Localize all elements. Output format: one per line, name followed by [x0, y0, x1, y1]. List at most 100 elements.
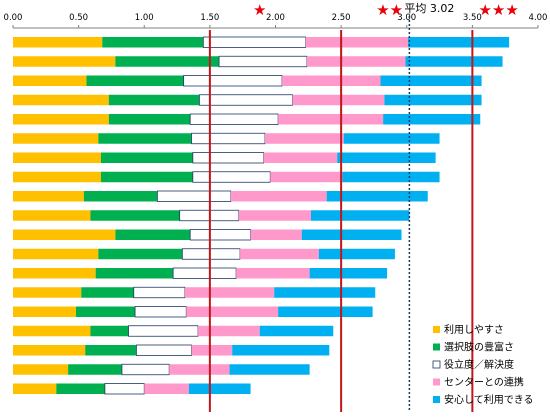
bar-segment — [342, 171, 440, 183]
bar-segment — [307, 56, 406, 67]
bar-segment — [384, 94, 482, 106]
legend-swatch — [433, 378, 440, 386]
bar-segment — [238, 210, 311, 221]
bar-segment — [405, 56, 503, 67]
bar-segment — [240, 248, 319, 260]
bar-segment — [274, 287, 376, 298]
bar-segment — [172, 267, 237, 279]
bar-segment — [326, 191, 428, 202]
x-axis-ticks: 0.00 0.50 1.00 1.50 2.00 2.50 3.00 3.50 4.00 — [4, 13, 547, 28]
bar-segment — [135, 344, 192, 356]
bar-segment — [133, 286, 186, 299]
bar-segment — [337, 152, 436, 163]
bar-segment — [13, 56, 116, 67]
bar-segment — [13, 383, 57, 394]
bar-segment — [86, 75, 184, 86]
bar-segment — [305, 37, 409, 48]
bar-segment — [13, 364, 69, 375]
bar-segment — [202, 36, 307, 48]
bar-segment — [13, 248, 99, 260]
bar-segment — [408, 37, 510, 48]
legend-label: 安心して利用できる — [444, 393, 534, 406]
bar-segment — [189, 113, 279, 125]
bar-segment — [192, 152, 265, 164]
bar-segment — [270, 171, 343, 183]
x-tick-label: 1.50 — [200, 13, 219, 23]
bar-segment — [83, 191, 158, 202]
bar-segment — [13, 229, 116, 240]
bar-segment — [13, 191, 84, 202]
legend-swatch — [433, 326, 440, 333]
bar-segment — [188, 383, 251, 394]
bar-segment — [380, 75, 482, 86]
bar-segment — [309, 268, 388, 279]
bar-segment — [56, 383, 105, 394]
bar-segment — [301, 229, 402, 240]
legend-label: 利用しやすさ — [444, 324, 504, 336]
bar-segment — [232, 345, 330, 356]
bar-segment — [76, 306, 136, 317]
x-tick-label: 0.00 — [4, 13, 23, 23]
bar-segment — [121, 363, 170, 376]
bar-segment — [13, 75, 87, 86]
bar-segment — [183, 75, 283, 87]
bar-segment — [156, 190, 232, 202]
star-rating-label: ★★ — [376, 1, 403, 19]
bar-segment — [184, 287, 275, 298]
star-ratings: ★ ★★ ★★★ — [253, 1, 519, 19]
star-rating-label: ★★★ — [478, 1, 518, 19]
bar-segment — [263, 152, 338, 163]
bar-segment — [236, 268, 310, 279]
x-tick-label: 3.00 — [397, 13, 416, 23]
bar-segment — [90, 325, 129, 337]
bar-segment — [13, 152, 101, 163]
bar-segment — [318, 248, 395, 260]
x-tick-label: 1.00 — [135, 13, 154, 23]
bar-segment — [229, 364, 310, 375]
bar-segment — [230, 191, 327, 202]
bar-segment — [13, 268, 96, 279]
legend-label: センターとの連携 — [444, 376, 524, 389]
bar-segment — [100, 152, 193, 163]
legend-swatch — [433, 343, 440, 351]
x-tick-label: 0.50 — [69, 13, 88, 23]
legend-label: 役立度／解決度 — [444, 358, 514, 371]
reference-lines — [208, 30, 474, 412]
bar-segment — [144, 383, 189, 394]
bar-segment — [134, 306, 187, 318]
bar-segment — [218, 55, 308, 68]
bar-segment — [310, 210, 410, 221]
bar-segment — [198, 94, 293, 106]
bar-segment — [343, 133, 440, 144]
legend-swatch — [433, 396, 440, 403]
bar-segment — [98, 133, 192, 144]
bar-segment — [108, 94, 200, 106]
x-tick-label: 2.00 — [266, 13, 285, 23]
bar-segment — [292, 94, 385, 106]
bar-segment — [250, 229, 302, 240]
bar-segment — [169, 364, 230, 375]
bar-segment — [189, 229, 251, 241]
bar-segment — [278, 114, 384, 125]
bar-segment — [108, 114, 191, 125]
bar-segment — [13, 287, 82, 298]
bar-segment — [81, 287, 134, 298]
bar-segment — [13, 133, 99, 144]
bar-segment — [115, 229, 191, 240]
legend-label: 選択肢の豊富さ — [444, 341, 514, 354]
bar-segment — [181, 248, 241, 260]
bar-segment — [282, 75, 381, 86]
bar-segment — [13, 114, 109, 125]
bar-segment — [102, 37, 204, 48]
star-rating-label: ★ — [253, 1, 266, 19]
bar-segment — [191, 345, 233, 356]
bar-segment — [192, 171, 271, 183]
bar-segment — [90, 210, 180, 221]
bar-segment — [115, 56, 220, 67]
bar-rows — [13, 36, 510, 395]
bar-segment — [100, 171, 193, 183]
bar-segment — [186, 306, 279, 317]
x-tick-label: 3.50 — [463, 13, 482, 23]
bar-segment — [13, 210, 91, 221]
